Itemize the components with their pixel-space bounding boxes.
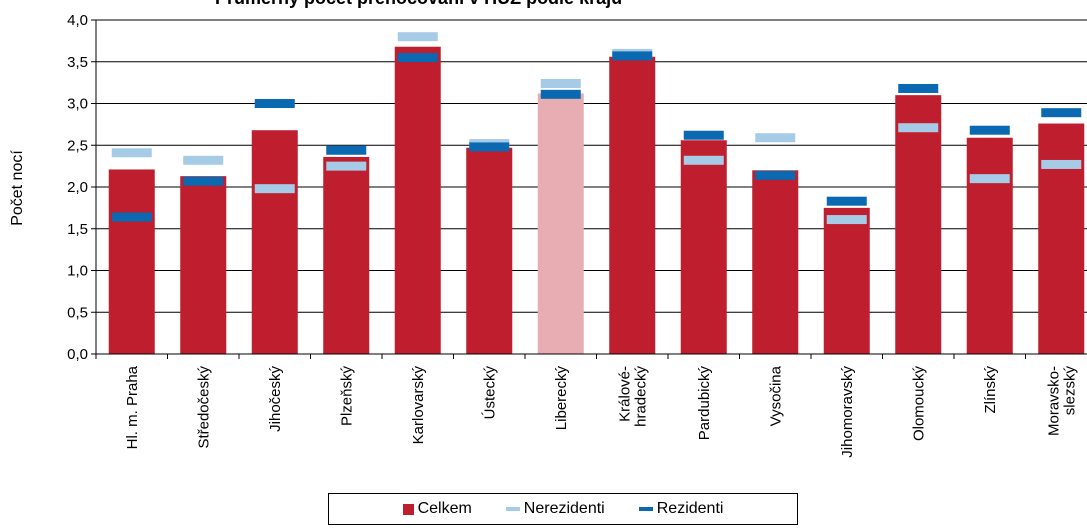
marker-rezidenti: [469, 142, 510, 152]
bar-celkem: [1038, 123, 1085, 354]
legend-swatch-rezidenti: [638, 507, 653, 511]
marker-rezidenti: [326, 145, 367, 155]
x-tick-label: hradecký: [632, 366, 649, 427]
bar-celkem: [752, 170, 799, 354]
marker-nerezidenti: [755, 133, 796, 143]
marker-nerezidenti: [826, 215, 867, 225]
x-tick-label: Olomoucký: [910, 366, 927, 442]
x-tick-label: Karlovarský: [410, 366, 427, 445]
bar-celkem: [680, 140, 727, 354]
x-tick-label: Pardubický: [696, 366, 713, 441]
legend-item-rezidenti: Rezidenti: [638, 500, 724, 518]
x-axis-labels: Hl. m. Praha Středočeský Jihočeský Plzeňský…: [124, 365, 1079, 457]
marker-nerezidenti: [326, 161, 367, 171]
y-tick-label: 0,0: [67, 346, 88, 363]
marker-nerezidenti: [898, 123, 939, 133]
x-tick-label: Moravsko-: [1045, 366, 1062, 436]
markers: [111, 32, 1082, 225]
legend-swatch-celkem: [402, 503, 414, 515]
y-tick-label: 1,5: [67, 221, 88, 238]
marker-rezidenti: [826, 196, 867, 206]
marker-rezidenti: [683, 130, 724, 140]
x-tick-label: Jihomoravský: [839, 366, 856, 458]
y-tick-label: 2,0: [67, 179, 88, 196]
legend: Celkem Nerezidenti Rezidenti: [328, 493, 798, 525]
legend-label-celkem: Celkem: [417, 500, 472, 517]
marker-rezidenti: [755, 170, 796, 180]
marker-nerezidenti: [969, 174, 1010, 184]
marker-rezidenti: [969, 125, 1010, 135]
chart-title: Průměrný počet přenocování v HUZ podle k…: [215, 0, 622, 8]
bar-celkem: [609, 56, 656, 355]
y-tick-label: 3,5: [67, 54, 88, 71]
x-tick-label: Jihočeský: [267, 366, 284, 432]
x-tick-label: Středočeský: [195, 366, 212, 449]
y-tick-label: 4,0: [67, 12, 88, 29]
legend-item-nerezidenti: Nerezidenti: [505, 500, 605, 518]
marker-rezidenti: [111, 212, 152, 222]
x-tick-label: Liberecký: [553, 366, 570, 431]
marker-nerezidenti: [540, 78, 581, 88]
bar-celkem: [323, 156, 370, 354]
marker-rezidenti: [183, 176, 224, 186]
marker-nerezidenti: [397, 32, 438, 42]
marker-rezidenti: [254, 99, 295, 108]
marker-nerezidenti: [111, 148, 152, 158]
bar-celkem: [823, 207, 870, 354]
y-axis-ticks: 0,0 0,5 1,0 1,5 2,0 2,5 3,0 3,5 4,0: [67, 12, 96, 363]
marker-rezidenti: [1041, 108, 1082, 118]
bar-celkem: [180, 176, 227, 354]
x-tick-label: slezský: [1061, 366, 1078, 416]
y-tick-label: 1,0: [67, 263, 88, 280]
marker-nerezidenti: [183, 155, 224, 165]
bar-celkem: [108, 169, 155, 354]
bar-celkem: [966, 137, 1013, 354]
y-tick-label: 3,0: [67, 96, 88, 113]
marker-rezidenti: [397, 53, 438, 63]
bars: [108, 46, 1085, 355]
x-tick-label: Vysočina: [767, 365, 784, 426]
marker-nerezidenti: [683, 155, 724, 165]
marker-rezidenti: [898, 83, 939, 93]
bar-celkem: [394, 46, 441, 354]
y-tick-label: 0,5: [67, 304, 88, 321]
x-tick-label: Hl. m. Praha: [124, 365, 141, 449]
axes: [95, 20, 1087, 359]
legend-label-rezidenti: Rezidenti: [656, 500, 724, 517]
marker-rezidenti: [612, 51, 653, 61]
bar-celkem: [537, 93, 584, 354]
legend-swatch-nerezidenti: [505, 507, 520, 511]
bar-celkem: [895, 95, 942, 355]
x-tick-label: Plzeňský: [338, 366, 355, 427]
x-tick-label: Ústecký: [481, 366, 498, 420]
y-axis-label: Počet nocí: [9, 150, 26, 226]
legend-item-celkem: Celkem: [402, 500, 472, 518]
bar-celkem: [251, 130, 298, 354]
bar-celkem: [466, 147, 513, 354]
x-tick-label: Zlínský: [982, 366, 999, 414]
marker-rezidenti: [540, 89, 581, 99]
legend-label-nerezidenti: Nerezidenti: [523, 500, 605, 517]
marker-nerezidenti: [1041, 159, 1082, 169]
marker-nerezidenti: [254, 184, 295, 194]
x-tick-label: Králové-: [616, 366, 633, 422]
y-tick-label: 2,5: [67, 137, 88, 154]
